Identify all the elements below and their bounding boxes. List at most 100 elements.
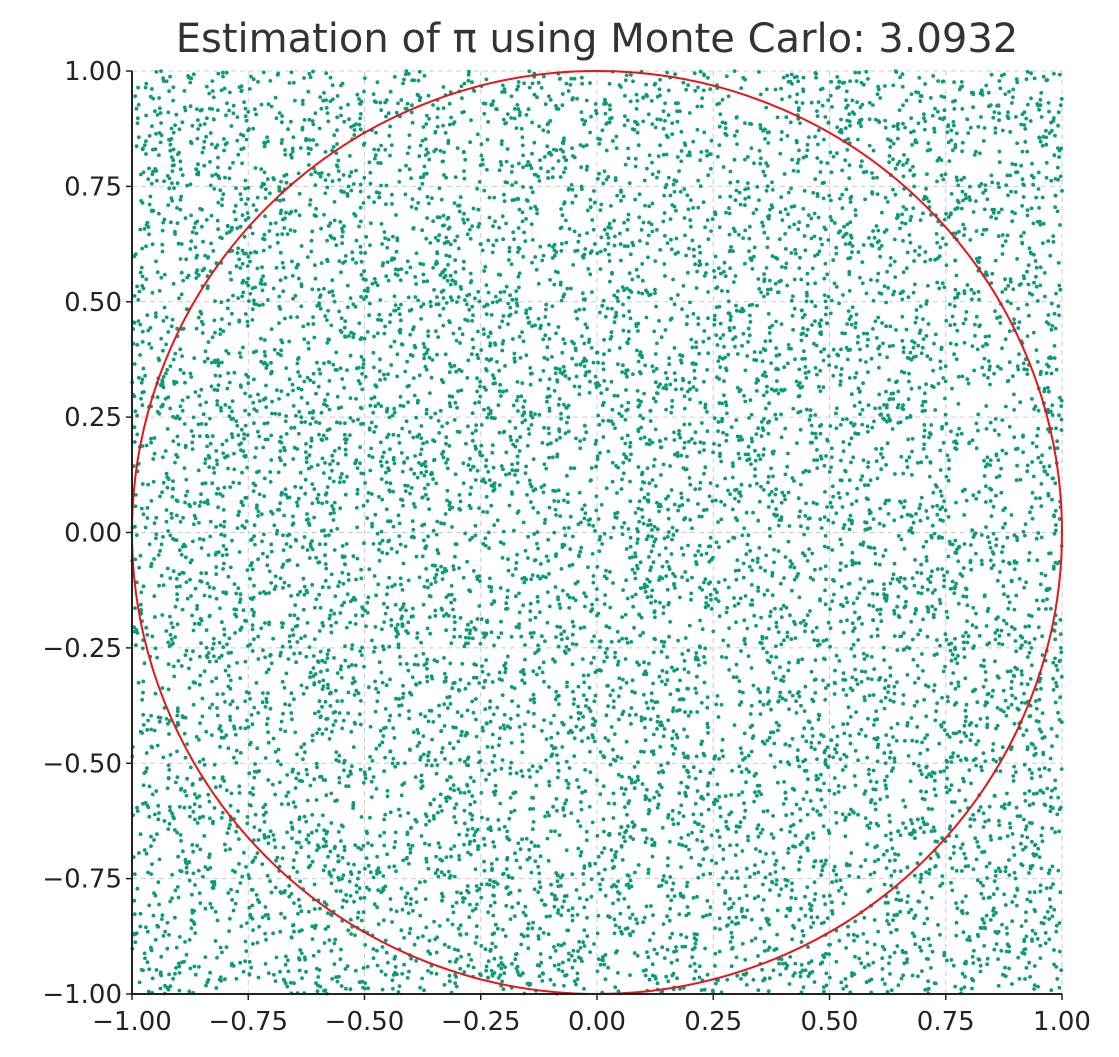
scatter-point	[299, 485, 303, 490]
scatter-point	[484, 777, 488, 782]
scatter-point	[411, 527, 416, 532]
scatter-point	[238, 266, 243, 270]
scatter-point	[617, 411, 622, 416]
scatter-point	[547, 394, 552, 399]
scatter-point	[182, 805, 187, 810]
scatter-point	[358, 337, 363, 342]
scatter-point	[664, 383, 668, 387]
scatter-point	[317, 727, 322, 732]
scatter-point	[157, 289, 162, 293]
scatter-point	[723, 578, 727, 582]
scatter-point	[813, 431, 818, 436]
scatter-point	[208, 269, 213, 274]
scatter-point	[856, 137, 860, 142]
scatter-point	[790, 881, 794, 886]
scatter-point	[872, 942, 877, 947]
scatter-point	[719, 702, 724, 707]
scatter-point	[502, 726, 507, 731]
scatter-point	[712, 317, 717, 322]
scatter-point	[705, 368, 709, 372]
scatter-point	[489, 589, 494, 594]
scatter-point	[847, 527, 852, 532]
scatter-point	[731, 901, 736, 906]
scatter-point	[448, 959, 452, 964]
scatter-point	[847, 442, 852, 447]
scatter-point	[899, 976, 904, 981]
scatter-point	[297, 213, 302, 218]
scatter-point	[882, 778, 887, 783]
scatter-point	[938, 489, 943, 494]
scatter-point	[593, 374, 598, 379]
scatter-point	[261, 691, 265, 695]
scatter-point	[850, 562, 855, 567]
scatter-point	[449, 584, 454, 588]
scatter-point	[520, 739, 525, 744]
scatter-point	[523, 913, 528, 918]
scatter-point	[892, 237, 897, 242]
scatter-point	[954, 731, 959, 736]
scatter-point	[569, 286, 573, 291]
scatter-point	[619, 190, 623, 194]
scatter-point	[582, 503, 587, 508]
scatter-point	[808, 609, 812, 613]
scatter-point	[609, 725, 614, 729]
scatter-point	[954, 131, 959, 136]
scatter-point	[1023, 126, 1028, 131]
scatter-point	[263, 802, 268, 807]
scatter-point	[934, 793, 938, 798]
scatter-point	[359, 250, 363, 255]
scatter-point	[768, 278, 772, 283]
scatter-point	[175, 709, 180, 714]
scatter-point	[455, 710, 460, 715]
scatter-point	[853, 375, 857, 380]
scatter-point	[570, 913, 575, 918]
scatter-point	[253, 812, 258, 817]
scatter-point	[448, 702, 453, 706]
scatter-point	[233, 732, 238, 737]
scatter-point	[925, 916, 930, 921]
scatter-point	[1025, 213, 1030, 218]
scatter-point	[412, 471, 417, 476]
scatter-point	[386, 960, 390, 965]
scatter-point	[853, 610, 857, 615]
scatter-point	[743, 157, 747, 162]
scatter-point	[1014, 478, 1019, 483]
scatter-point	[643, 973, 648, 978]
scatter-point	[817, 740, 822, 745]
scatter-point	[1025, 745, 1030, 750]
scatter-point	[542, 425, 546, 430]
scatter-point	[837, 79, 842, 84]
scatter-point	[553, 269, 558, 274]
scatter-point	[242, 432, 247, 436]
scatter-point	[615, 662, 620, 667]
scatter-point	[553, 829, 557, 834]
scatter-point	[303, 477, 308, 482]
scatter-point	[684, 784, 689, 789]
scatter-point	[280, 644, 285, 649]
scatter-point	[227, 176, 232, 181]
scatter-point	[796, 169, 800, 174]
scatter-point	[489, 102, 494, 107]
scatter-point	[453, 175, 458, 180]
scatter-point	[926, 322, 931, 326]
scatter-point	[358, 182, 363, 187]
scatter-point	[364, 235, 369, 239]
scatter-point	[165, 566, 170, 571]
scatter-point	[723, 274, 728, 279]
scatter-point	[773, 412, 778, 417]
scatter-point	[901, 270, 906, 275]
scatter-point	[227, 636, 232, 641]
scatter-point	[1054, 923, 1059, 928]
scatter-point	[595, 564, 600, 569]
scatter-point	[421, 341, 426, 346]
scatter-point	[133, 940, 138, 945]
scatter-point	[134, 580, 139, 585]
scatter-point	[323, 461, 327, 465]
scatter-point	[650, 528, 654, 532]
scatter-point	[700, 421, 704, 425]
scatter-point	[639, 487, 644, 492]
scatter-point	[360, 387, 365, 392]
scatter-point	[529, 222, 534, 227]
scatter-point	[332, 510, 336, 515]
scatter-point	[1011, 845, 1016, 850]
